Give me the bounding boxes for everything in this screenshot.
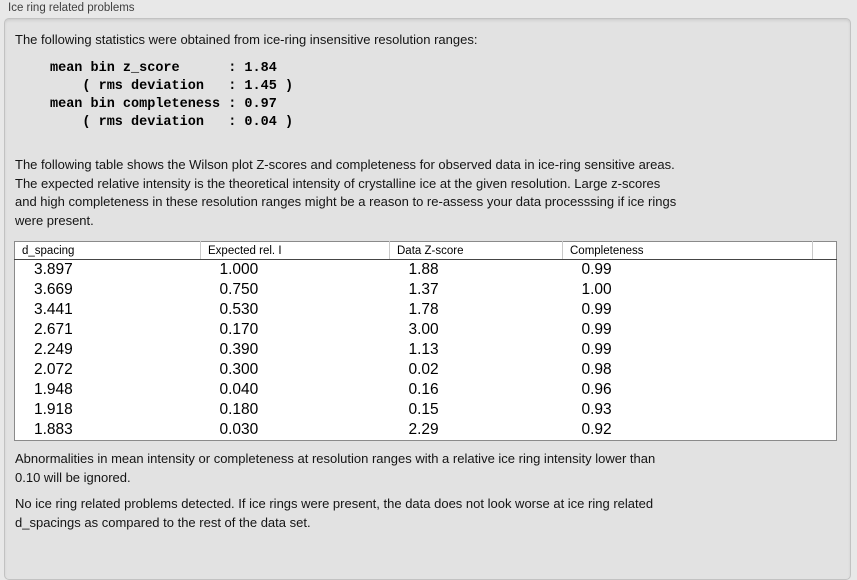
cell-empty — [813, 300, 837, 320]
ice-ring-panel: { "colors": { "page_bg": "#e8e8e8", "pan… — [4, 2, 851, 580]
conclusion-text: No ice ring related problems detected. I… — [15, 496, 654, 530]
table-row[interactable]: 3.897 1.000 1.88 0.99 — [15, 260, 837, 281]
table-description: The following table shows the Wilson plo… — [15, 157, 677, 228]
cell: 1.883 — [34, 421, 73, 438]
cell: 3.441 — [34, 301, 73, 318]
cell: 0.93 — [581, 401, 612, 418]
cell: 0.98 — [581, 361, 612, 378]
cell: 0.530 — [219, 301, 259, 318]
table-row[interactable]: 1.948 0.040 0.16 0.96 — [15, 380, 837, 400]
stats-block: mean bin z_score : 1.84 ( rms deviation … — [50, 61, 294, 130]
cell: 2.072 — [34, 361, 73, 378]
cell: 0.040 — [219, 381, 259, 398]
cell: 2.29 — [408, 421, 439, 438]
cell-empty — [813, 360, 837, 380]
cell-empty — [813, 340, 837, 360]
table-row[interactable]: 3.441 0.530 1.78 0.99 — [15, 300, 837, 320]
cell: 1.00 — [581, 281, 612, 298]
ignore-note: Abnormalities in mean intensity or compl… — [15, 451, 656, 485]
cell: 3.669 — [34, 281, 73, 298]
cell-empty — [813, 260, 837, 281]
column-header-empty — [812, 241, 837, 260]
table-row[interactable]: 3.669 0.750 1.37 1.00 — [15, 280, 837, 300]
cell: 3.00 — [408, 321, 439, 338]
cell: 0.99 — [581, 301, 612, 318]
cell: 3.897 — [34, 261, 73, 278]
table-row[interactable]: 1.918 0.180 0.15 0.93 — [15, 400, 837, 420]
cell: 0.99 — [581, 261, 612, 278]
cell: 0.030 — [219, 421, 259, 438]
cell: 0.99 — [581, 341, 612, 358]
groupbox-title: Ice ring related problems — [8, 2, 135, 14]
cell: 1.88 — [408, 261, 439, 278]
cell: 0.180 — [219, 401, 259, 418]
column-header-data-z-score[interactable]: Data Z-score — [389, 241, 563, 260]
cell: 0.92 — [581, 421, 612, 438]
cell-empty — [813, 380, 837, 400]
cell: 0.99 — [581, 321, 612, 338]
cell: 0.170 — [219, 321, 259, 338]
cell: 0.02 — [408, 361, 439, 378]
cell-empty — [813, 280, 837, 300]
cell-empty — [813, 400, 837, 420]
cell-empty — [813, 320, 837, 340]
cell: 0.96 — [581, 381, 612, 398]
cell: 2.671 — [34, 321, 73, 338]
table-header-row: d_spacing Expected rel. I Data Z-score Comp… — [14, 241, 837, 260]
ice-ring-groupbox: The following statistics were obtained f… — [4, 18, 851, 580]
cell: 1.37 — [408, 281, 439, 298]
cell: 1.78 — [408, 301, 439, 318]
cell: 1.13 — [408, 341, 439, 358]
cell: 0.300 — [219, 361, 259, 378]
column-header-d-spacing[interactable]: d_spacing — [14, 241, 201, 260]
cell: 1.918 — [34, 401, 73, 418]
table-row[interactable]: 2.671 0.170 3.00 0.99 — [15, 320, 837, 340]
cell: 0.16 — [408, 381, 439, 398]
table-row[interactable]: 1.883 0.030 2.29 0.92 — [15, 420, 837, 441]
intro-text: The following statistics were obtained f… — [15, 32, 478, 47]
cell: 1.948 — [34, 381, 73, 398]
table-row[interactable]: 2.249 0.390 1.13 0.99 — [15, 340, 837, 360]
cell: 2.249 — [34, 341, 73, 358]
table-row[interactable]: 2.072 0.300 0.02 0.98 — [15, 360, 837, 380]
cell: 0.390 — [219, 341, 259, 358]
cell-empty — [813, 420, 837, 441]
cell: 1.000 — [219, 261, 259, 278]
ice-ring-table: d_spacing Expected rel. I Data Z-score Comp… — [14, 241, 837, 441]
ice-ring-table-body: 3.897 1.000 1.88 0.99 3.669 0.750 1.37 1.00 3.44… — [15, 260, 837, 441]
cell: 0.750 — [219, 281, 259, 298]
column-header-completeness[interactable]: Completeness — [562, 241, 813, 260]
column-header-expected-rel-i[interactable]: Expected rel. I — [200, 241, 390, 260]
cell: 0.15 — [408, 401, 439, 418]
